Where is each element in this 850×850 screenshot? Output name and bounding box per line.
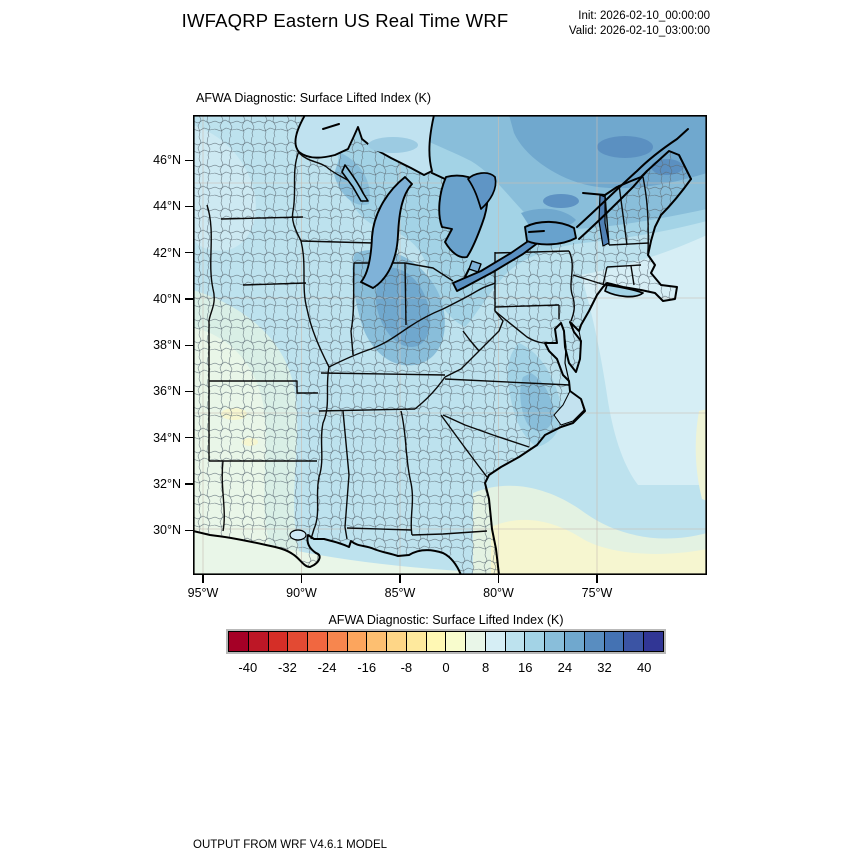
- page-title: IWFAQRP Eastern US Real Time WRF: [181, 10, 509, 31]
- colorbar-segment: [466, 632, 486, 651]
- lon-tick: [399, 575, 401, 583]
- colorbar-segment: [565, 632, 585, 651]
- lon-tick: [497, 575, 500, 583]
- colorbar-tick-label: 8: [482, 660, 490, 675]
- lon-tick: [596, 575, 598, 583]
- lon-tick-label: 95°W: [187, 586, 219, 600]
- colorbar-segment: [624, 632, 645, 651]
- colorbar-tick-label: 40: [636, 660, 652, 675]
- colorbar-segment: [584, 632, 605, 651]
- lat-tick-label: 34°N: [153, 430, 181, 445]
- colorbar-segment: [604, 632, 625, 651]
- lon-tick-label: 90°W: [286, 586, 317, 600]
- footer-line-1: OUTPUT FROM WRF V4.6.1 MODEL: [193, 839, 388, 850]
- colorbar-tick-label: 0: [442, 660, 450, 675]
- lat-tick: [185, 437, 193, 439]
- map-panel: [192, 114, 708, 576]
- lat-tick-label: 36°N: [153, 384, 181, 399]
- colorbar-title: AFWA Diagnostic: Surface Lifted Index (K…: [328, 613, 564, 627]
- lat-tick: [185, 205, 193, 208]
- colorbar-tick-label: 32: [597, 660, 612, 675]
- colorbar-tick-label: -24: [317, 660, 337, 675]
- lat-tick-label: 40°N: [153, 291, 181, 306]
- colorbar-segment: [446, 632, 467, 651]
- map-canvas: [192, 114, 708, 576]
- colorbar-segment: [644, 632, 663, 651]
- colorbar: [226, 629, 666, 654]
- lat-tick: [185, 344, 193, 346]
- valid-time: Valid: 2026-02-10_03:00:00: [568, 24, 710, 37]
- colorbar-segment: [268, 632, 289, 651]
- colorbar-segment: [308, 632, 328, 651]
- colorbar-tick-label: 24: [557, 660, 573, 675]
- colorbar-tick-label: 16: [518, 660, 533, 675]
- model-footer: OUTPUT FROM WRF V4.6.1 MODEL WE = 310 ; …: [193, 808, 645, 850]
- colorbar-segment: [545, 632, 566, 651]
- colorbar-segment: [406, 632, 427, 651]
- lat-tick: [185, 483, 193, 485]
- lon-tick-label: 80°W: [483, 586, 514, 600]
- lon-tick-label: 75°W: [581, 586, 613, 600]
- lat-tick-label: 46°N: [153, 153, 181, 167]
- lat-tick-label: 42°N: [153, 245, 181, 260]
- colorbar-segment: [327, 632, 348, 651]
- lat-tick: [185, 390, 193, 393]
- colorbar-segment: [525, 632, 546, 651]
- run-times: Init: 2026-02-10_00:00:00 Valid: 2026-02…: [569, 9, 710, 38]
- colorbar-tick-label: -16: [357, 660, 377, 675]
- colorbar-segment: [248, 632, 269, 651]
- colorbar-segment: [485, 632, 506, 651]
- colorbar-tick-label: -8: [400, 660, 413, 675]
- init-time: Init: 2026-02-10_00:00:00: [578, 10, 710, 22]
- colorbar-segment: [229, 632, 249, 651]
- lat-tick: [185, 298, 193, 300]
- lon-tick-label: 85°W: [384, 586, 416, 600]
- colorbar-segment: [505, 632, 526, 651]
- colorbar-segment: [426, 632, 447, 651]
- map-title: AFWA Diagnostic: Surface Lifted Index (K…: [196, 91, 432, 105]
- colorbar-segment: [367, 632, 388, 651]
- lat-tick-label: 32°N: [153, 476, 181, 491]
- colorbar-segment: [387, 632, 407, 651]
- lon-tick: [300, 575, 303, 583]
- colorbar-segment: [347, 632, 368, 651]
- lat-tick: [185, 252, 193, 254]
- lat-tick-label: 44°N: [153, 199, 181, 214]
- colorbar-tick-label: -32: [278, 660, 297, 675]
- lon-tick: [202, 575, 204, 583]
- lat-tick: [185, 159, 193, 161]
- lat-tick-label: 30°N: [153, 523, 181, 537]
- lat-tick-label: 38°N: [153, 338, 181, 352]
- lat-tick: [185, 529, 193, 531]
- colorbar-segment: [288, 632, 309, 651]
- colorbar-tick-label: -40: [238, 660, 258, 675]
